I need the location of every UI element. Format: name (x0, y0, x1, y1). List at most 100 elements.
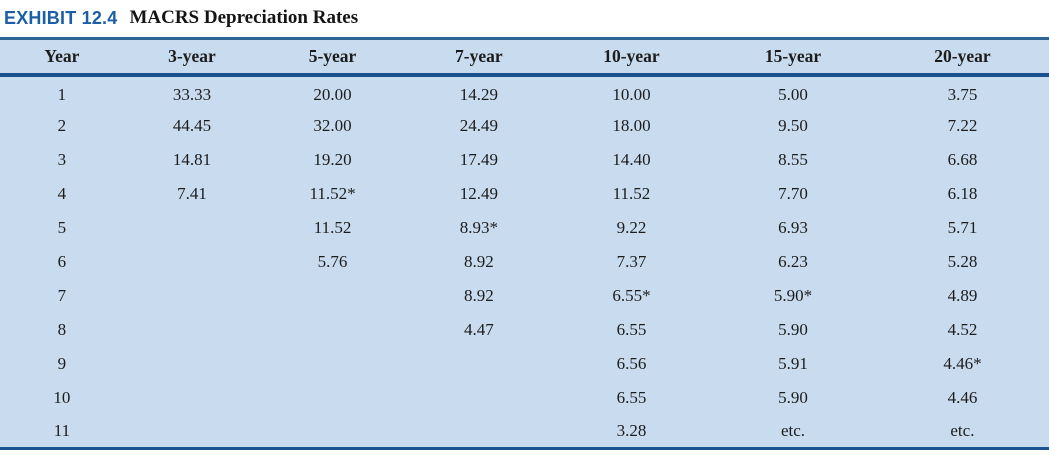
rate-cell: 5.90 (778, 387, 808, 407)
rate-cell: 11.52 (612, 183, 651, 203)
table-header-row: Year 3-year 5-year 7-year 10-year 15-year 20-y… (0, 38, 1049, 77)
rate-cell: 5.28 (947, 251, 978, 271)
table-row: 5 11.52 8.93* 9.22 6.93 5.71 (0, 211, 1049, 245)
column-header-15-year: 15-year (710, 38, 876, 77)
year-cell: 4 (57, 183, 67, 203)
rate-cell (124, 211, 260, 245)
rate-cell: 4.52 (947, 319, 978, 339)
rate-cell: 9.22 (616, 217, 647, 237)
rate-cell: 12.49 (459, 183, 498, 203)
rate-cell: 6.68 (947, 149, 978, 169)
table-row: 9 6.56 5.91 4.46* (0, 347, 1049, 381)
rate-cell: 11.52* (309, 183, 356, 203)
rate-cell: 5.90 (778, 319, 808, 339)
table-row: 11 3.28 etc. etc. (0, 415, 1049, 449)
rate-cell: 18.00 (612, 115, 651, 135)
rate-cell: 17.49 (459, 149, 498, 169)
rate-cell: 4.46 (947, 387, 978, 407)
rate-cell: 3.28 (616, 420, 647, 440)
column-header-7-year: 7-year (404, 38, 553, 77)
rate-cell: 5.91 (778, 353, 808, 373)
rate-cell: 8.92 (463, 285, 494, 305)
rate-cell: 8.92 (463, 251, 494, 271)
rate-cell: 14.81 (172, 149, 212, 169)
exhibit-number-label: EXHIBIT 12.4 (4, 7, 118, 28)
rate-cell: 4.46* (943, 353, 982, 373)
rate-cell (124, 415, 260, 449)
rate-cell: 14.29 (459, 84, 498, 104)
rate-cell: etc. (950, 420, 975, 440)
rate-cell (124, 245, 260, 279)
column-header-5-year: 5-year (260, 38, 405, 77)
year-cell: 9 (57, 353, 67, 373)
column-header-year: Year (0, 38, 124, 77)
rate-cell (260, 347, 405, 381)
year-cell: 8 (57, 319, 67, 339)
rate-cell: 6.56 (616, 353, 647, 373)
rate-cell (124, 279, 260, 313)
rate-cell: 33.33 (172, 84, 212, 104)
rate-cell: 6.18 (947, 183, 978, 203)
rate-cell: 8.55 (778, 149, 808, 169)
rate-cell: 6.23 (778, 251, 808, 271)
table-row: 3 14.81 19.20 17.49 14.40 8.55 6.68 (0, 143, 1049, 177)
rate-cell: 8.93* (459, 217, 498, 237)
rate-cell: 6.55 (616, 387, 647, 407)
year-cell: 3 (57, 149, 67, 169)
year-cell: 6 (57, 251, 67, 271)
rate-cell: 9.50 (778, 115, 808, 135)
rate-cell (260, 415, 405, 449)
year-cell: 1 (57, 84, 67, 104)
year-cell: 2 (57, 115, 67, 135)
exhibit-title: MACRS Depreciation Rates (129, 7, 359, 28)
rate-cell: 5.76 (317, 251, 348, 271)
rate-cell: 7.41 (177, 183, 207, 203)
rate-cell (124, 381, 260, 415)
year-cell: 7 (57, 285, 67, 305)
year-cell: 11 (53, 420, 71, 440)
rate-cell: 19.20 (313, 149, 352, 169)
rate-cell: 44.45 (172, 115, 212, 135)
table-row: 1 33.33 20.00 14.29 10.00 5.00 3.75 (0, 75, 1049, 109)
macrs-depreciation-table-container: Year 3-year 5-year 7-year 10-year 15-year 20-y… (0, 37, 1049, 450)
exhibit-header: EXHIBIT 12.4 MACRS Depreciation Rates (4, 4, 1049, 32)
rate-cell: etc. (780, 420, 806, 440)
rate-cell (260, 279, 405, 313)
rate-cell: 5.90* (773, 285, 813, 305)
rate-cell: 6.55* (612, 285, 651, 305)
column-header-3-year: 3-year (123, 38, 261, 77)
rate-cell (405, 347, 553, 381)
year-cell: 10 (53, 387, 71, 407)
rate-cell (124, 313, 260, 347)
rate-cell (124, 347, 260, 381)
rate-cell: 6.55 (616, 319, 647, 339)
rate-cell: 11.52 (313, 217, 352, 237)
rate-cell (405, 415, 553, 449)
rate-cell: 7.37 (616, 251, 647, 271)
table-row: 2 44.45 32.00 24.49 18.00 9.50 7.22 (0, 109, 1049, 143)
rate-cell: 7.22 (947, 115, 978, 135)
rate-cell: 4.89 (947, 285, 978, 305)
table-row: 8 4.47 6.55 5.90 4.52 (0, 313, 1049, 347)
rate-cell: 14.40 (612, 149, 651, 169)
rate-cell: 5.71 (947, 217, 978, 237)
rate-cell: 6.93 (778, 217, 808, 237)
table-row: 4 7.41 11.52* 12.49 11.52 7.70 6.18 (0, 177, 1049, 211)
table-header: Year 3-year 5-year 7-year 10-year 15-year 20-y… (0, 38, 1049, 77)
macrs-depreciation-table: Year 3-year 5-year 7-year 10-year 15-year 20-y… (0, 37, 1049, 450)
column-header-20-year: 20-year (875, 38, 1049, 77)
rate-cell: 7.70 (778, 183, 808, 203)
year-cell: 5 (57, 217, 67, 237)
table-body: 1 33.33 20.00 14.29 10.00 5.00 3.75 2 44.45 32.00… (0, 75, 1049, 449)
rate-cell (260, 313, 405, 347)
rate-cell (405, 381, 553, 415)
rate-cell: 24.49 (459, 115, 498, 135)
rate-cell: 3.75 (947, 84, 978, 104)
rate-cell: 32.00 (313, 115, 352, 135)
rate-cell: 5.00 (778, 84, 808, 104)
column-header-10-year: 10-year (552, 38, 711, 77)
rate-cell: 10.00 (612, 84, 651, 104)
rate-cell: 4.47 (463, 319, 494, 339)
table-row: 10 6.55 5.90 4.46 (0, 381, 1049, 415)
